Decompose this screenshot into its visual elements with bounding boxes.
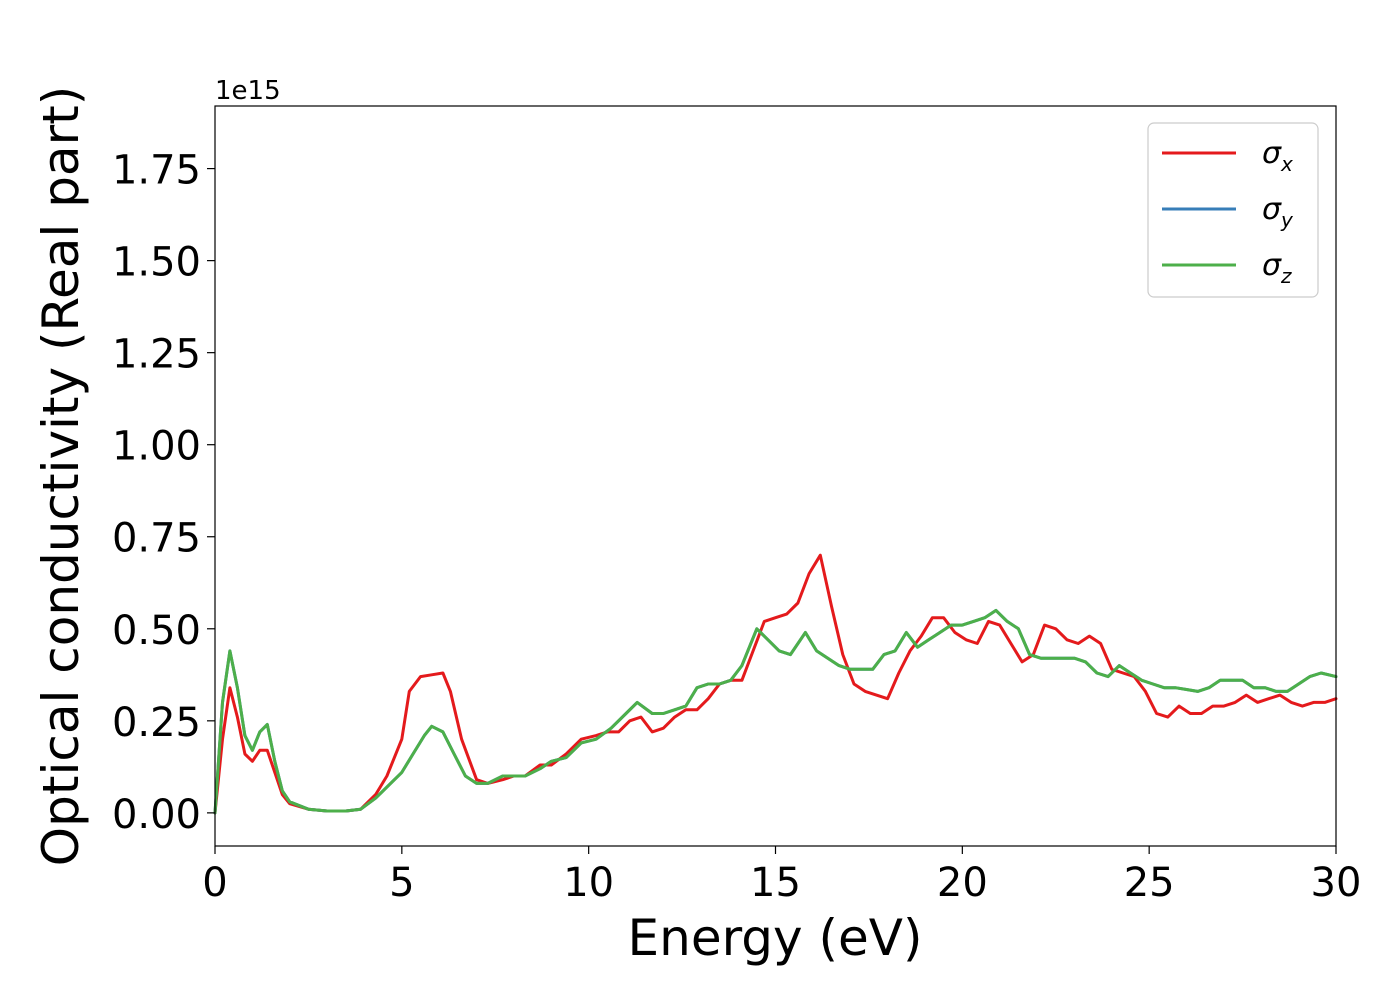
- legend-subscript: y: [1280, 208, 1294, 232]
- legend-symbol: σ: [1262, 192, 1282, 227]
- y-axis-ticks: 0.00 0.25 0.50 0.75 1.00 1.25 1.50 1.75: [112, 148, 215, 838]
- y-tick-label: 0.00: [112, 792, 201, 838]
- y-tick-label: 0.75: [112, 516, 201, 562]
- y-axis-label: Optical conductivity (Real part): [32, 86, 90, 867]
- legend-symbol: σ: [1262, 136, 1282, 171]
- legend-symbol: σ: [1262, 248, 1282, 283]
- series-lines: [213, 553, 1338, 815]
- y-tick-label: 0.50: [112, 608, 201, 654]
- series-line-x: [213, 553, 1338, 815]
- x-tick-label: 15: [750, 860, 801, 906]
- legend-subscript: x: [1280, 152, 1293, 176]
- x-tick-label: 20: [937, 860, 988, 906]
- y-tick-label: 1.00: [112, 424, 201, 470]
- series-line-z: [213, 608, 1338, 815]
- legend-label-x: σx: [1262, 136, 1293, 176]
- y-tick-label: 1.50: [112, 240, 201, 286]
- x-axis-ticks: 0 5 10 15 20 25 30: [202, 846, 1361, 906]
- x-tick-label: 5: [389, 860, 414, 906]
- legend-label-y: σy: [1262, 192, 1294, 232]
- y-tick-label: 1.25: [112, 332, 201, 378]
- y-tick-label: 0.25: [112, 700, 201, 746]
- y-tick-label: 1.75: [112, 148, 201, 194]
- x-tick-label: 0: [202, 860, 227, 906]
- y-offset-label: 1e15: [215, 76, 281, 106]
- x-tick-label: 25: [1124, 860, 1175, 906]
- x-tick-label: 10: [563, 860, 614, 906]
- legend-label-z: σz: [1262, 248, 1292, 288]
- legend-subscript: z: [1280, 264, 1292, 288]
- x-tick-label: 30: [1311, 860, 1362, 906]
- x-axis-label: Energy (eV): [628, 909, 923, 967]
